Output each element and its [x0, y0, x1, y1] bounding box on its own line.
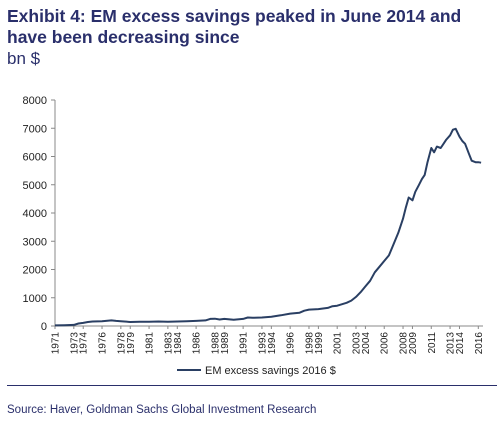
- y-tick-label: 4000: [23, 208, 47, 220]
- x-tick-label: 1988: [210, 332, 221, 355]
- y-tick-label: 6000: [23, 152, 47, 164]
- x-tick-label: 1981: [145, 332, 156, 355]
- y-tick-label: 2000: [23, 265, 47, 277]
- x-tick-label: 2006: [380, 332, 391, 355]
- x-tick-label: 1999: [314, 332, 325, 355]
- y-tick-label: 3000: [23, 236, 47, 248]
- unit-label: bn $: [7, 49, 41, 68]
- x-tick-label: 1984: [173, 332, 184, 355]
- x-tick-label: 1994: [267, 332, 278, 355]
- x-tick-label: 1976: [98, 332, 109, 355]
- series-line: [54, 127, 482, 327]
- x-tick-label: 2004: [361, 332, 372, 355]
- x-tick-label: 1986: [192, 332, 203, 355]
- x-tick-label: 2011: [427, 332, 438, 354]
- x-tick-label: 2003: [352, 332, 363, 355]
- x-tick-label: 2016: [474, 332, 485, 355]
- x-tick-label: 1978: [116, 332, 127, 355]
- source-note: Source: Haver, Goldman Sachs Global Inve…: [7, 404, 317, 416]
- x-tick-label: 1996: [286, 332, 297, 355]
- y-tick-label: 5000: [23, 180, 47, 192]
- x-tick-label: 2014: [455, 332, 466, 355]
- x-tick-label: 2013: [446, 332, 457, 355]
- legend-label: EM excess savings 2016 $: [205, 365, 336, 377]
- x-tick-label: 1983: [163, 332, 174, 355]
- x-tick-label: 2009: [408, 332, 419, 355]
- x-tick-label: 2001: [333, 332, 344, 355]
- x-tick-label: 1989: [220, 332, 231, 355]
- legend: EM excess savings 2016 $: [177, 365, 336, 377]
- x-tick-label: 1971: [51, 332, 62, 355]
- y-tick-label: 7000: [23, 123, 47, 135]
- series-layer: [54, 127, 482, 327]
- x-tick-label: 1998: [304, 332, 315, 355]
- x-tick-label: 1974: [79, 332, 90, 355]
- y-tick-label: 1000: [23, 293, 47, 305]
- y-tick-label: 0: [41, 321, 47, 333]
- chart-title: Exhibit 4: EM excess savings peaked in J…: [7, 6, 462, 47]
- x-tick-label: 1991: [239, 332, 250, 355]
- x-tick-label: 1993: [257, 332, 268, 355]
- footer-divider: [7, 385, 497, 386]
- x-tick-label: 2008: [399, 332, 410, 355]
- x-tick-label: 1979: [126, 332, 137, 355]
- y-axis: 0 1000 2000 3000 4000 5000 6000 7000 8000: [23, 95, 56, 333]
- y-tick-label: 8000: [23, 95, 47, 107]
- x-tick-label: 1973: [69, 332, 80, 355]
